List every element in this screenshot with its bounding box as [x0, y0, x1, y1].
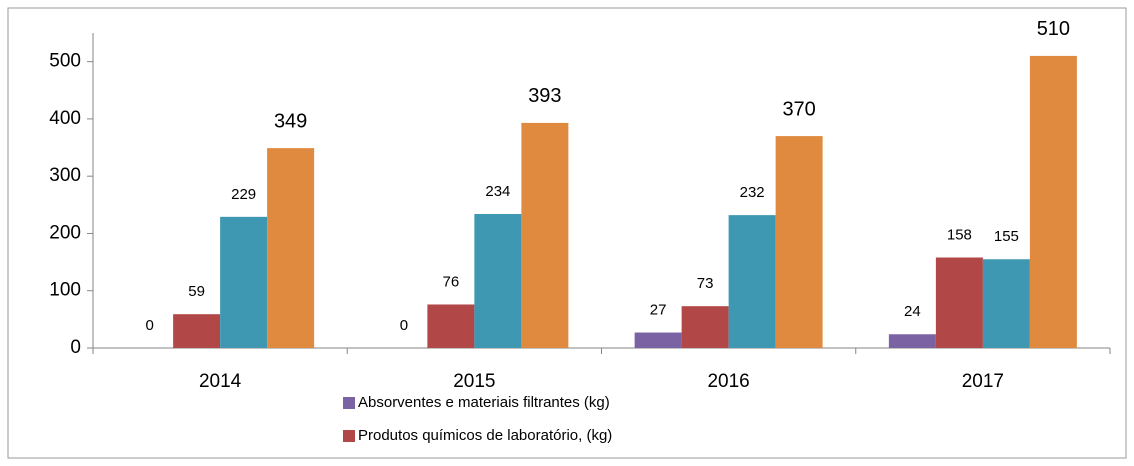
- value-label: 76: [443, 273, 460, 290]
- value-label: 24: [904, 303, 921, 320]
- value-label: 73: [697, 275, 714, 292]
- value-label: 0: [400, 317, 408, 334]
- y-tick-label: 300: [49, 165, 81, 186]
- value-label: 27: [650, 302, 667, 319]
- value-label: 232: [740, 184, 765, 201]
- value-label: 393: [528, 85, 561, 107]
- y-tick-label: 500: [49, 51, 81, 72]
- bar: [267, 148, 315, 348]
- x-tick-label: 2017: [962, 371, 1004, 392]
- bar: [1029, 55, 1077, 349]
- y-tick-label: 100: [49, 280, 81, 301]
- value-label: 370: [782, 98, 815, 120]
- bar: [634, 332, 682, 348]
- bar: [474, 213, 522, 348]
- value-label: 510: [1037, 18, 1070, 40]
- legend-swatch: [343, 397, 355, 409]
- y-tick-label: 400: [49, 108, 81, 129]
- legend-label: Produtos químicos de laboratório, (kg): [358, 427, 612, 444]
- bar: [427, 304, 475, 348]
- bar: [681, 306, 729, 348]
- x-tick-label: 2016: [707, 371, 749, 392]
- y-tick-label: 200: [49, 222, 81, 243]
- bar: [521, 122, 569, 348]
- value-label: 349: [274, 110, 307, 132]
- legend-label: Absorventes e materiais filtrantes (kg): [358, 394, 610, 411]
- value-label: 229: [231, 186, 256, 203]
- value-label: 158: [947, 226, 972, 243]
- value-label: 234: [485, 183, 510, 200]
- x-tick-label: 2015: [453, 371, 495, 392]
- bar: [173, 314, 221, 348]
- legend-swatch: [343, 430, 355, 442]
- y-tick-label: 0: [70, 337, 81, 358]
- value-label: 0: [145, 317, 153, 334]
- bar: [982, 259, 1030, 348]
- value-label: 59: [188, 283, 205, 300]
- value-label: 155: [994, 228, 1019, 245]
- bar: [220, 216, 268, 348]
- bar: [935, 257, 983, 348]
- x-tick-label: 2014: [199, 371, 242, 392]
- bar: [888, 334, 936, 348]
- bar: [775, 136, 823, 348]
- bar: [728, 215, 776, 348]
